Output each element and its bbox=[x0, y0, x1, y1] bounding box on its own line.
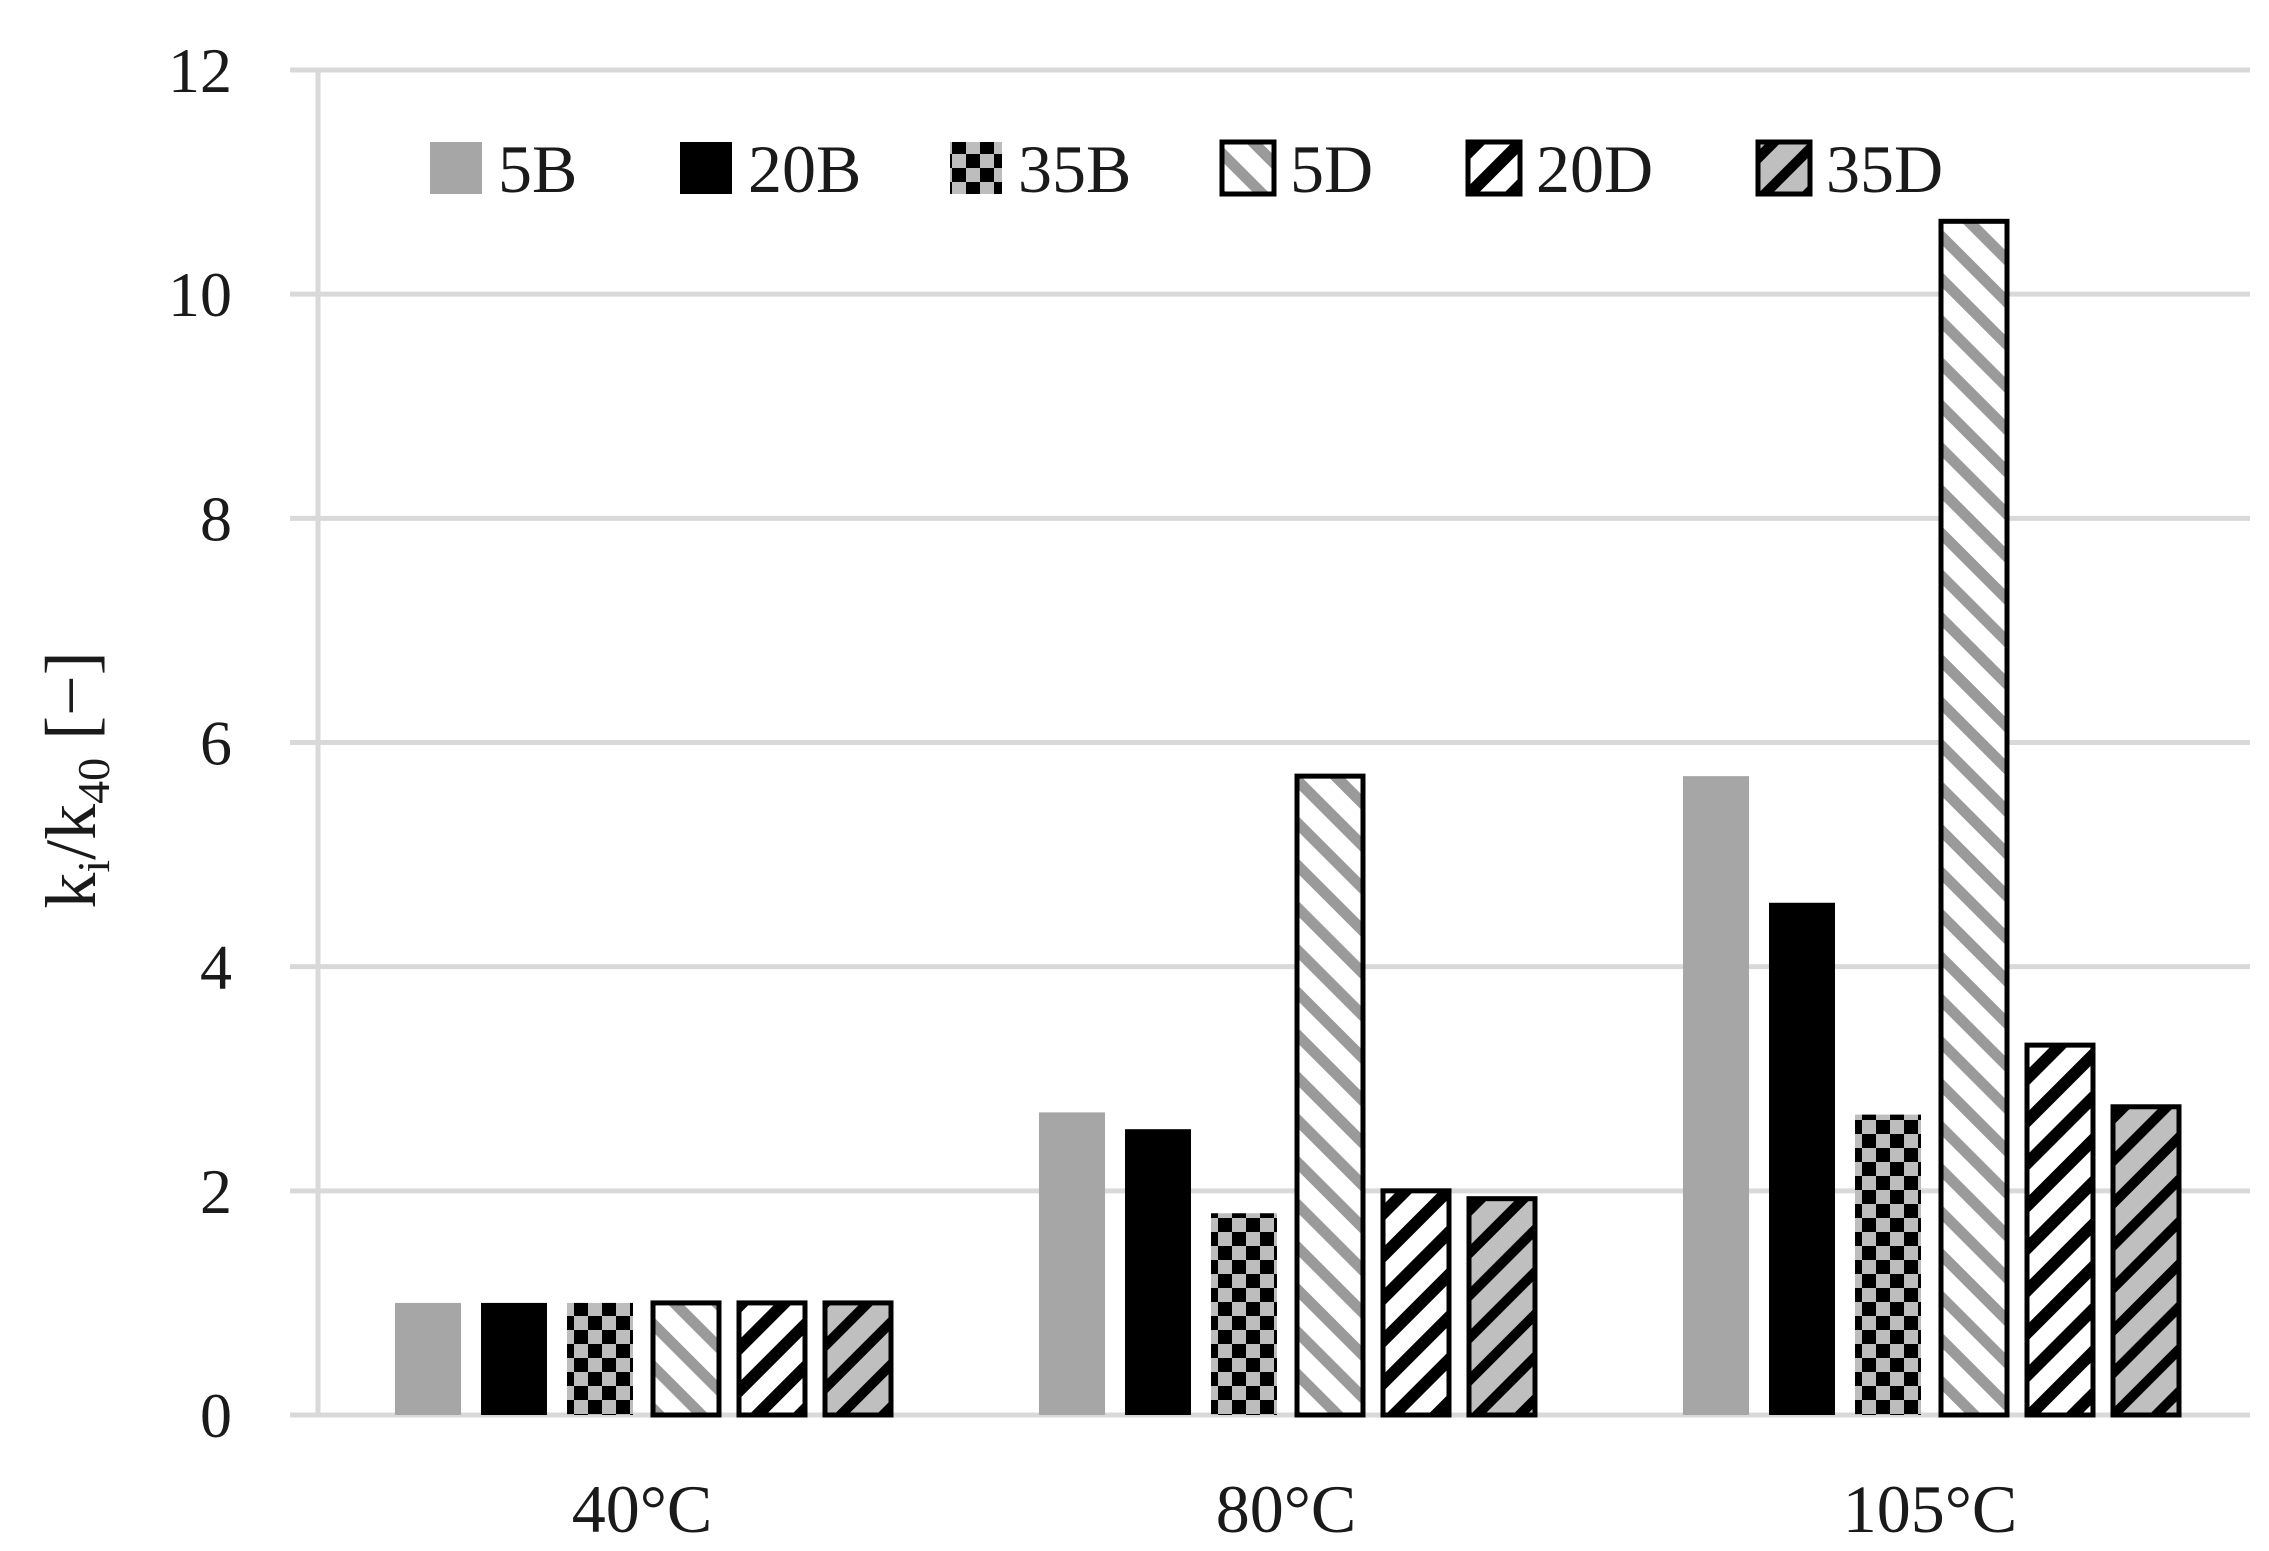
bar-35D-105°C bbox=[2110, 1104, 2182, 1418]
y-tick-label: 2 bbox=[200, 1156, 232, 1227]
y-axis-tick-labels: 0 2 4 6 8 10 12 bbox=[168, 35, 232, 1451]
bar-5D-105°C bbox=[1938, 218, 2010, 1418]
y-tick-label: 6 bbox=[200, 708, 232, 779]
y-tick-label: 8 bbox=[200, 483, 232, 554]
x-category-label: 105°C bbox=[1843, 1471, 2018, 1547]
legend-swatch-5D bbox=[1219, 139, 1277, 197]
legend-swatch-20B bbox=[680, 142, 732, 194]
bar-20D-105°C bbox=[2024, 1042, 2096, 1418]
legend-swatch-20D bbox=[1465, 139, 1523, 197]
bar-5B-40°C bbox=[395, 1302, 461, 1415]
legend-label: 20D bbox=[1536, 131, 1653, 207]
legend-label: 5B bbox=[498, 131, 577, 207]
legend-label: 5D bbox=[1290, 131, 1373, 207]
legend-label: 35D bbox=[1826, 131, 1943, 207]
bar-5D-40°C bbox=[650, 1300, 722, 1418]
y-tick-label: 12 bbox=[168, 35, 232, 106]
legend-label: 35B bbox=[1018, 131, 1131, 207]
bars bbox=[395, 218, 2182, 1418]
bar-35B-80°C bbox=[1211, 1213, 1277, 1415]
bar-5D-80°C bbox=[1294, 773, 1366, 1418]
bar-35B-40°C bbox=[567, 1302, 633, 1415]
bar-20D-40°C bbox=[736, 1300, 808, 1418]
legend-label: 20B bbox=[748, 131, 861, 207]
bar-35B-105°C bbox=[1855, 1114, 1921, 1415]
legend: 5B 20B 35B 5D 20D 35D bbox=[430, 131, 1943, 207]
legend-swatch-5B bbox=[430, 142, 482, 194]
bar-20B-105°C bbox=[1769, 902, 1835, 1415]
y-tick-label: 0 bbox=[200, 1380, 232, 1451]
bar-20B-40°C bbox=[481, 1302, 547, 1415]
bar-35D-80°C bbox=[1466, 1196, 1538, 1418]
bar-20B-80°C bbox=[1125, 1129, 1191, 1415]
x-category-label: 40°C bbox=[572, 1471, 713, 1547]
y-tick-label: 4 bbox=[200, 932, 232, 1003]
bar-20D-80°C bbox=[1380, 1188, 1452, 1418]
legend-swatch-35B bbox=[950, 142, 1002, 194]
bar-35D-40°C bbox=[822, 1300, 894, 1418]
y-axis-label: ki/k40 [−] bbox=[31, 651, 119, 908]
y-tick-label: 10 bbox=[168, 259, 232, 330]
x-category-label: 80°C bbox=[1216, 1471, 1357, 1547]
x-axis-category-labels: 40°C 80°C 105°C bbox=[572, 1471, 2018, 1547]
bar-5B-80°C bbox=[1039, 1112, 1105, 1415]
legend-swatch-35D bbox=[1755, 139, 1813, 197]
bar-5B-105°C bbox=[1683, 776, 1749, 1415]
